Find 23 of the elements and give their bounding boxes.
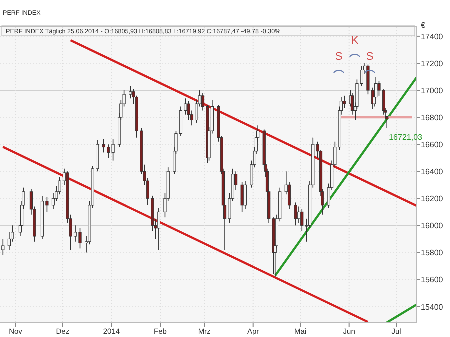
annotation: K <box>351 35 360 47</box>
candlestick <box>240 182 244 213</box>
candlestick <box>343 96 346 108</box>
annotation: S <box>366 51 374 63</box>
y-tick-label: 15400 <box>421 302 444 312</box>
candlestick <box>297 206 301 224</box>
y-tick-label: 16000 <box>421 222 444 231</box>
y-tick-label: 17400 <box>421 32 444 42</box>
annotation: S <box>335 51 343 63</box>
candlestick <box>129 86 132 100</box>
y-tick-label: 16800 <box>421 114 444 123</box>
y-tick-label: 15600 <box>421 276 444 285</box>
y-tick-label: 17000 <box>421 86 444 96</box>
candlestick <box>244 180 248 210</box>
annotation: 16721,03 <box>389 133 424 142</box>
y-tick-label: 16600 <box>421 140 444 150</box>
candlestick <box>157 208 160 250</box>
y-tick-label: 16400 <box>421 168 444 177</box>
y-axis-title: € <box>421 21 426 30</box>
y-tick-label: 16200 <box>421 194 444 204</box>
candlestick <box>294 202 298 226</box>
y-tick-label: 17200 <box>421 59 444 68</box>
y-tick-label: 15800 <box>421 248 444 258</box>
